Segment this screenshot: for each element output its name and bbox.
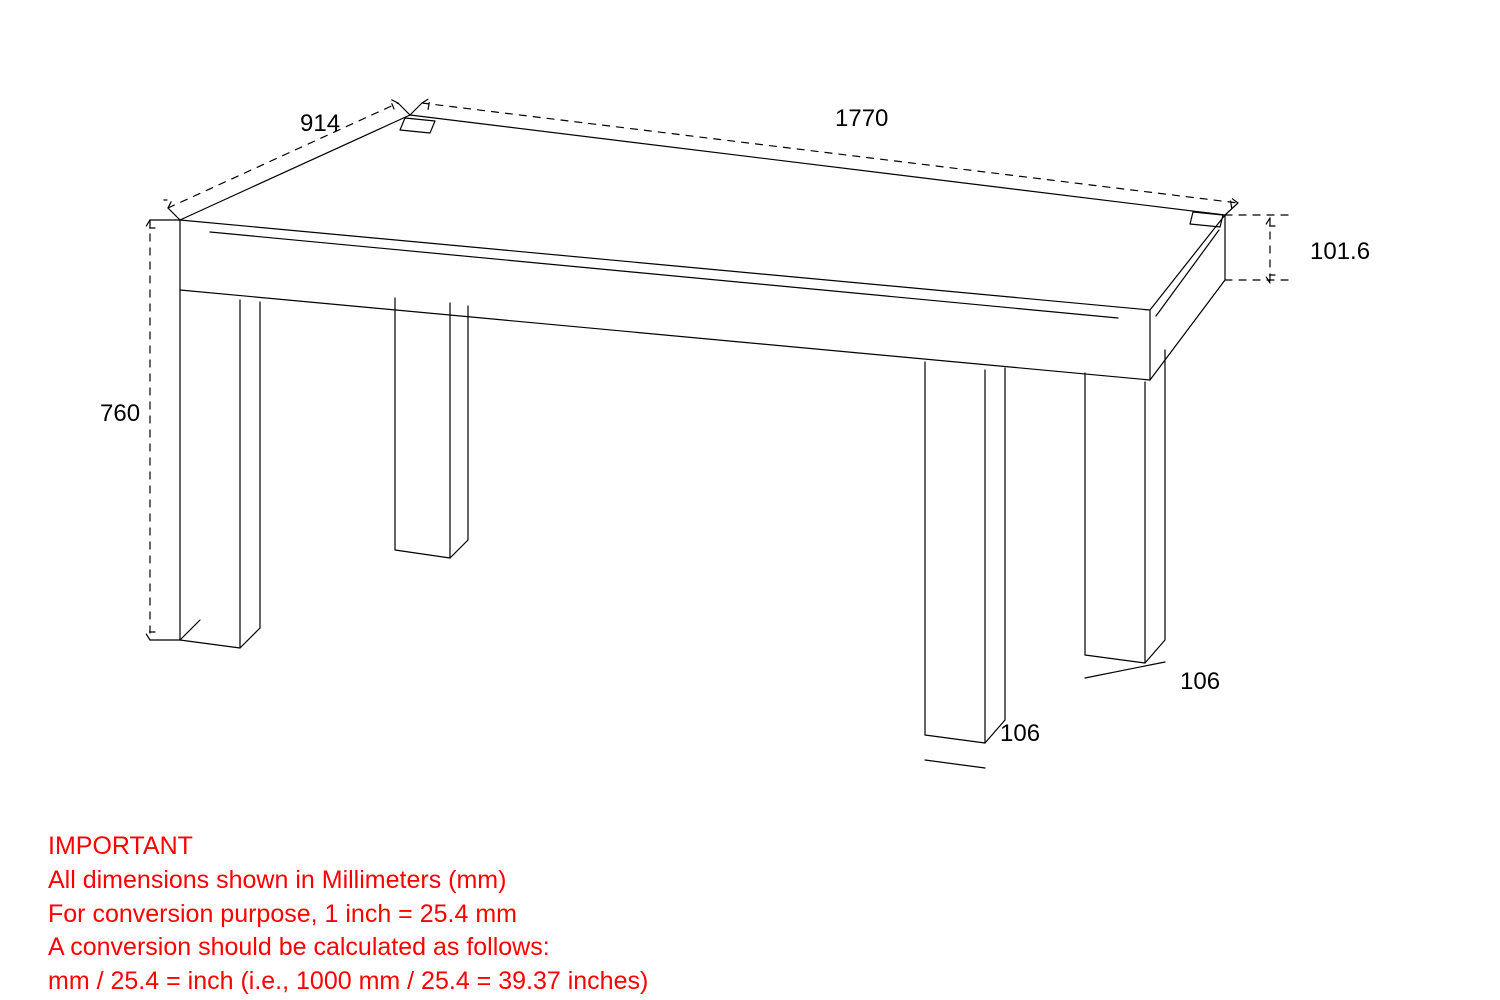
diagram-canvas: 914 1770 760 101.6 106 106 IMPORTANT All…: [0, 0, 1500, 1000]
conversion-note: IMPORTANT All dimensions shown in Millim…: [48, 830, 648, 999]
dim-depth: 914: [300, 110, 340, 138]
note-line-2: For conversion purpose, 1 inch = 25.4 mm: [48, 898, 648, 932]
dim-height: 760: [100, 400, 140, 428]
note-heading: IMPORTANT: [48, 830, 648, 864]
dim-leg-side: 106: [1180, 668, 1220, 696]
note-line-3: A conversion should be calculated as fol…: [48, 931, 648, 965]
note-line-4: mm / 25.4 = inch (i.e., 1000 mm / 25.4 =…: [48, 965, 648, 999]
dim-leg-front: 106: [1000, 720, 1040, 748]
dim-apron-height: 101.6: [1310, 238, 1370, 266]
note-line-1: All dimensions shown in Millimeters (mm): [48, 864, 648, 898]
dim-length: 1770: [835, 105, 888, 133]
